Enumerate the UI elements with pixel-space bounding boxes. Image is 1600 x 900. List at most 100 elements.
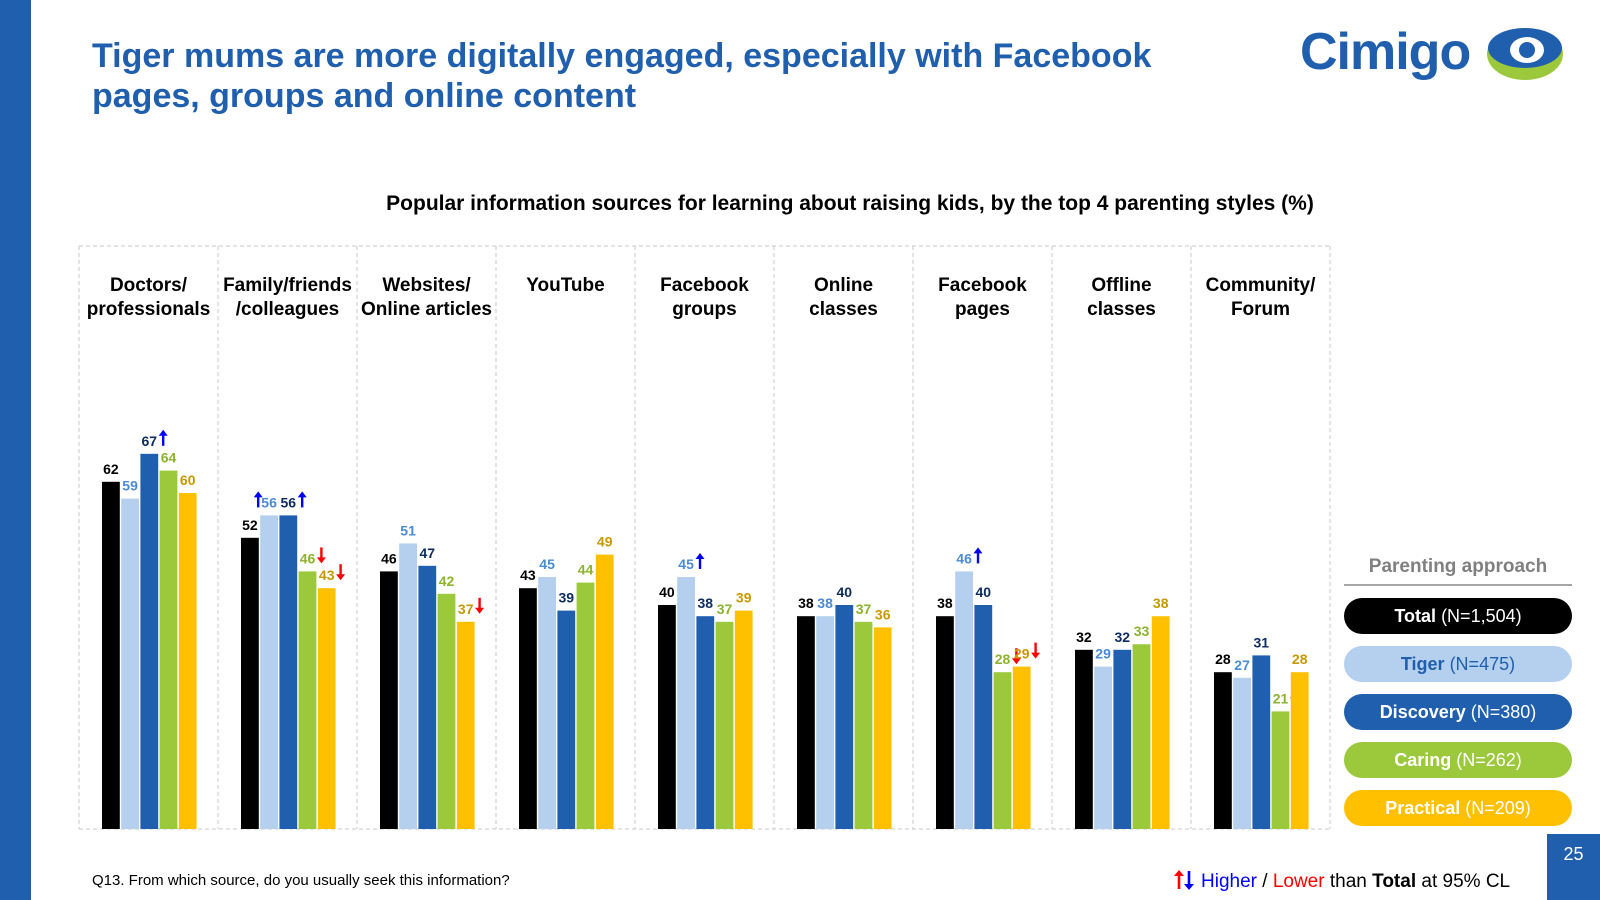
bar-total [1214, 672, 1232, 829]
category-label: Online classes [809, 275, 878, 320]
bar-practical [317, 588, 336, 829]
sig-than: than [1324, 871, 1373, 892]
bar-practical [1151, 616, 1170, 829]
category-label: Websites/Online articles [361, 275, 492, 320]
sig-higher: Higher [1201, 871, 1257, 892]
bar-tiger [260, 515, 278, 829]
bar-total [936, 616, 954, 829]
data-label: 64 [161, 450, 177, 466]
bar-practical [873, 627, 892, 829]
legend-title: Parenting approach [1344, 556, 1572, 586]
data-label: 45 [539, 556, 555, 572]
data-label: 56 [281, 494, 297, 510]
bar-caring [1132, 644, 1151, 829]
bar-caring [576, 582, 595, 829]
cimigo-logo: Cimigo [1300, 22, 1570, 88]
bar-total [658, 605, 676, 829]
legend: Parenting approach Total (N=1,504) Tiger … [1344, 556, 1572, 838]
chart-title: Popular information sources for learning… [386, 192, 1314, 215]
data-label: 39 [559, 590, 575, 606]
bar-caring [437, 593, 456, 829]
sig-up-arrow-icon [695, 553, 705, 569]
legend-series-name: Practical [1385, 798, 1461, 818]
data-label: 32 [1115, 629, 1131, 645]
left-accent-bar [0, 0, 31, 900]
data-label: 56 [261, 494, 277, 510]
data-label: 27 [1234, 657, 1250, 673]
bar-practical [456, 621, 475, 829]
data-label: 28 [995, 651, 1011, 667]
bar-total [241, 537, 259, 829]
data-label: 52 [242, 517, 258, 533]
bar-total [519, 588, 537, 829]
legend-item-discovery: Discovery (N=380) [1344, 694, 1572, 730]
bar-caring [854, 621, 873, 829]
slide-title: Tiger mums are more digitally engaged, e… [92, 37, 1152, 115]
bar-tiger [538, 577, 556, 829]
data-label: 37 [856, 601, 872, 617]
legend-item-practical: Practical (N=209) [1344, 790, 1572, 826]
sig-down-arrow-icon [475, 597, 485, 614]
bar-tiger [816, 616, 834, 829]
sig-suffix: at 95% CL [1416, 871, 1511, 892]
data-label: 45 [678, 556, 694, 572]
data-label: 51 [400, 522, 416, 538]
bar-tiger [677, 577, 695, 829]
data-label: 32 [1076, 629, 1092, 645]
sig-down-arrow-icon [1031, 642, 1041, 659]
sig-up-arrow-icon [297, 491, 307, 508]
category-label: Doctors/professionals [87, 275, 211, 320]
data-label: 37 [458, 601, 474, 617]
sig-lower: Lower [1272, 871, 1325, 892]
data-label: 37 [717, 601, 733, 617]
category-label: Community/Forum [1206, 275, 1317, 320]
category-label: Family/friends/colleagues [223, 275, 352, 320]
data-label: 62 [103, 461, 119, 477]
sig-down-arrow-icon [1011, 648, 1021, 665]
legend-series-n: (N=475) [1444, 654, 1516, 674]
sig-down-arrow-icon [336, 564, 346, 581]
bar-tiger [1233, 677, 1251, 829]
data-label: 60 [180, 472, 196, 488]
data-label: 42 [439, 573, 455, 589]
data-label: 40 [659, 584, 675, 600]
sig-down-arrow-icon [316, 547, 326, 564]
legend-series-name: Discovery [1379, 702, 1466, 722]
data-label: 46 [956, 550, 972, 566]
data-label: 49 [597, 534, 613, 550]
legend-item-total: Total (N=1,504) [1344, 598, 1572, 634]
bar-total [797, 616, 815, 829]
bar-discovery [696, 616, 715, 829]
bar-caring [1271, 711, 1290, 829]
bar-caring [715, 621, 734, 829]
bar-practical [595, 554, 614, 829]
data-label: 31 [1254, 634, 1270, 650]
data-label: 21 [1273, 690, 1289, 706]
bar-tiger [399, 543, 417, 829]
legend-series-n: (N=380) [1465, 702, 1537, 722]
data-label: 38 [817, 595, 833, 611]
bar-discovery [418, 565, 437, 829]
category-label: YouTube [526, 275, 604, 296]
bar-total [1075, 649, 1093, 829]
sig-up-arrow-icon [973, 547, 983, 564]
legend-series-n: (N=262) [1451, 750, 1522, 770]
legend-series-name: Caring [1394, 750, 1452, 770]
bar-practical [1012, 666, 1031, 829]
data-label: 47 [420, 545, 436, 561]
category-label: Facebook groups [660, 275, 749, 320]
legend-item-caring: Caring (N=262) [1344, 742, 1572, 778]
bar-total [102, 481, 120, 829]
bar-total [380, 571, 398, 829]
bar-caring [159, 470, 178, 829]
data-label: 43 [520, 567, 536, 583]
data-label: 39 [736, 590, 752, 606]
page-number: 25 [1547, 834, 1600, 900]
category-label: Facebook pages [938, 275, 1027, 320]
data-label: 46 [300, 550, 316, 566]
category-label: Offline classes [1087, 275, 1156, 320]
sig-sep: / [1256, 871, 1273, 892]
bar-practical [1290, 672, 1309, 829]
data-label: 38 [698, 595, 714, 611]
